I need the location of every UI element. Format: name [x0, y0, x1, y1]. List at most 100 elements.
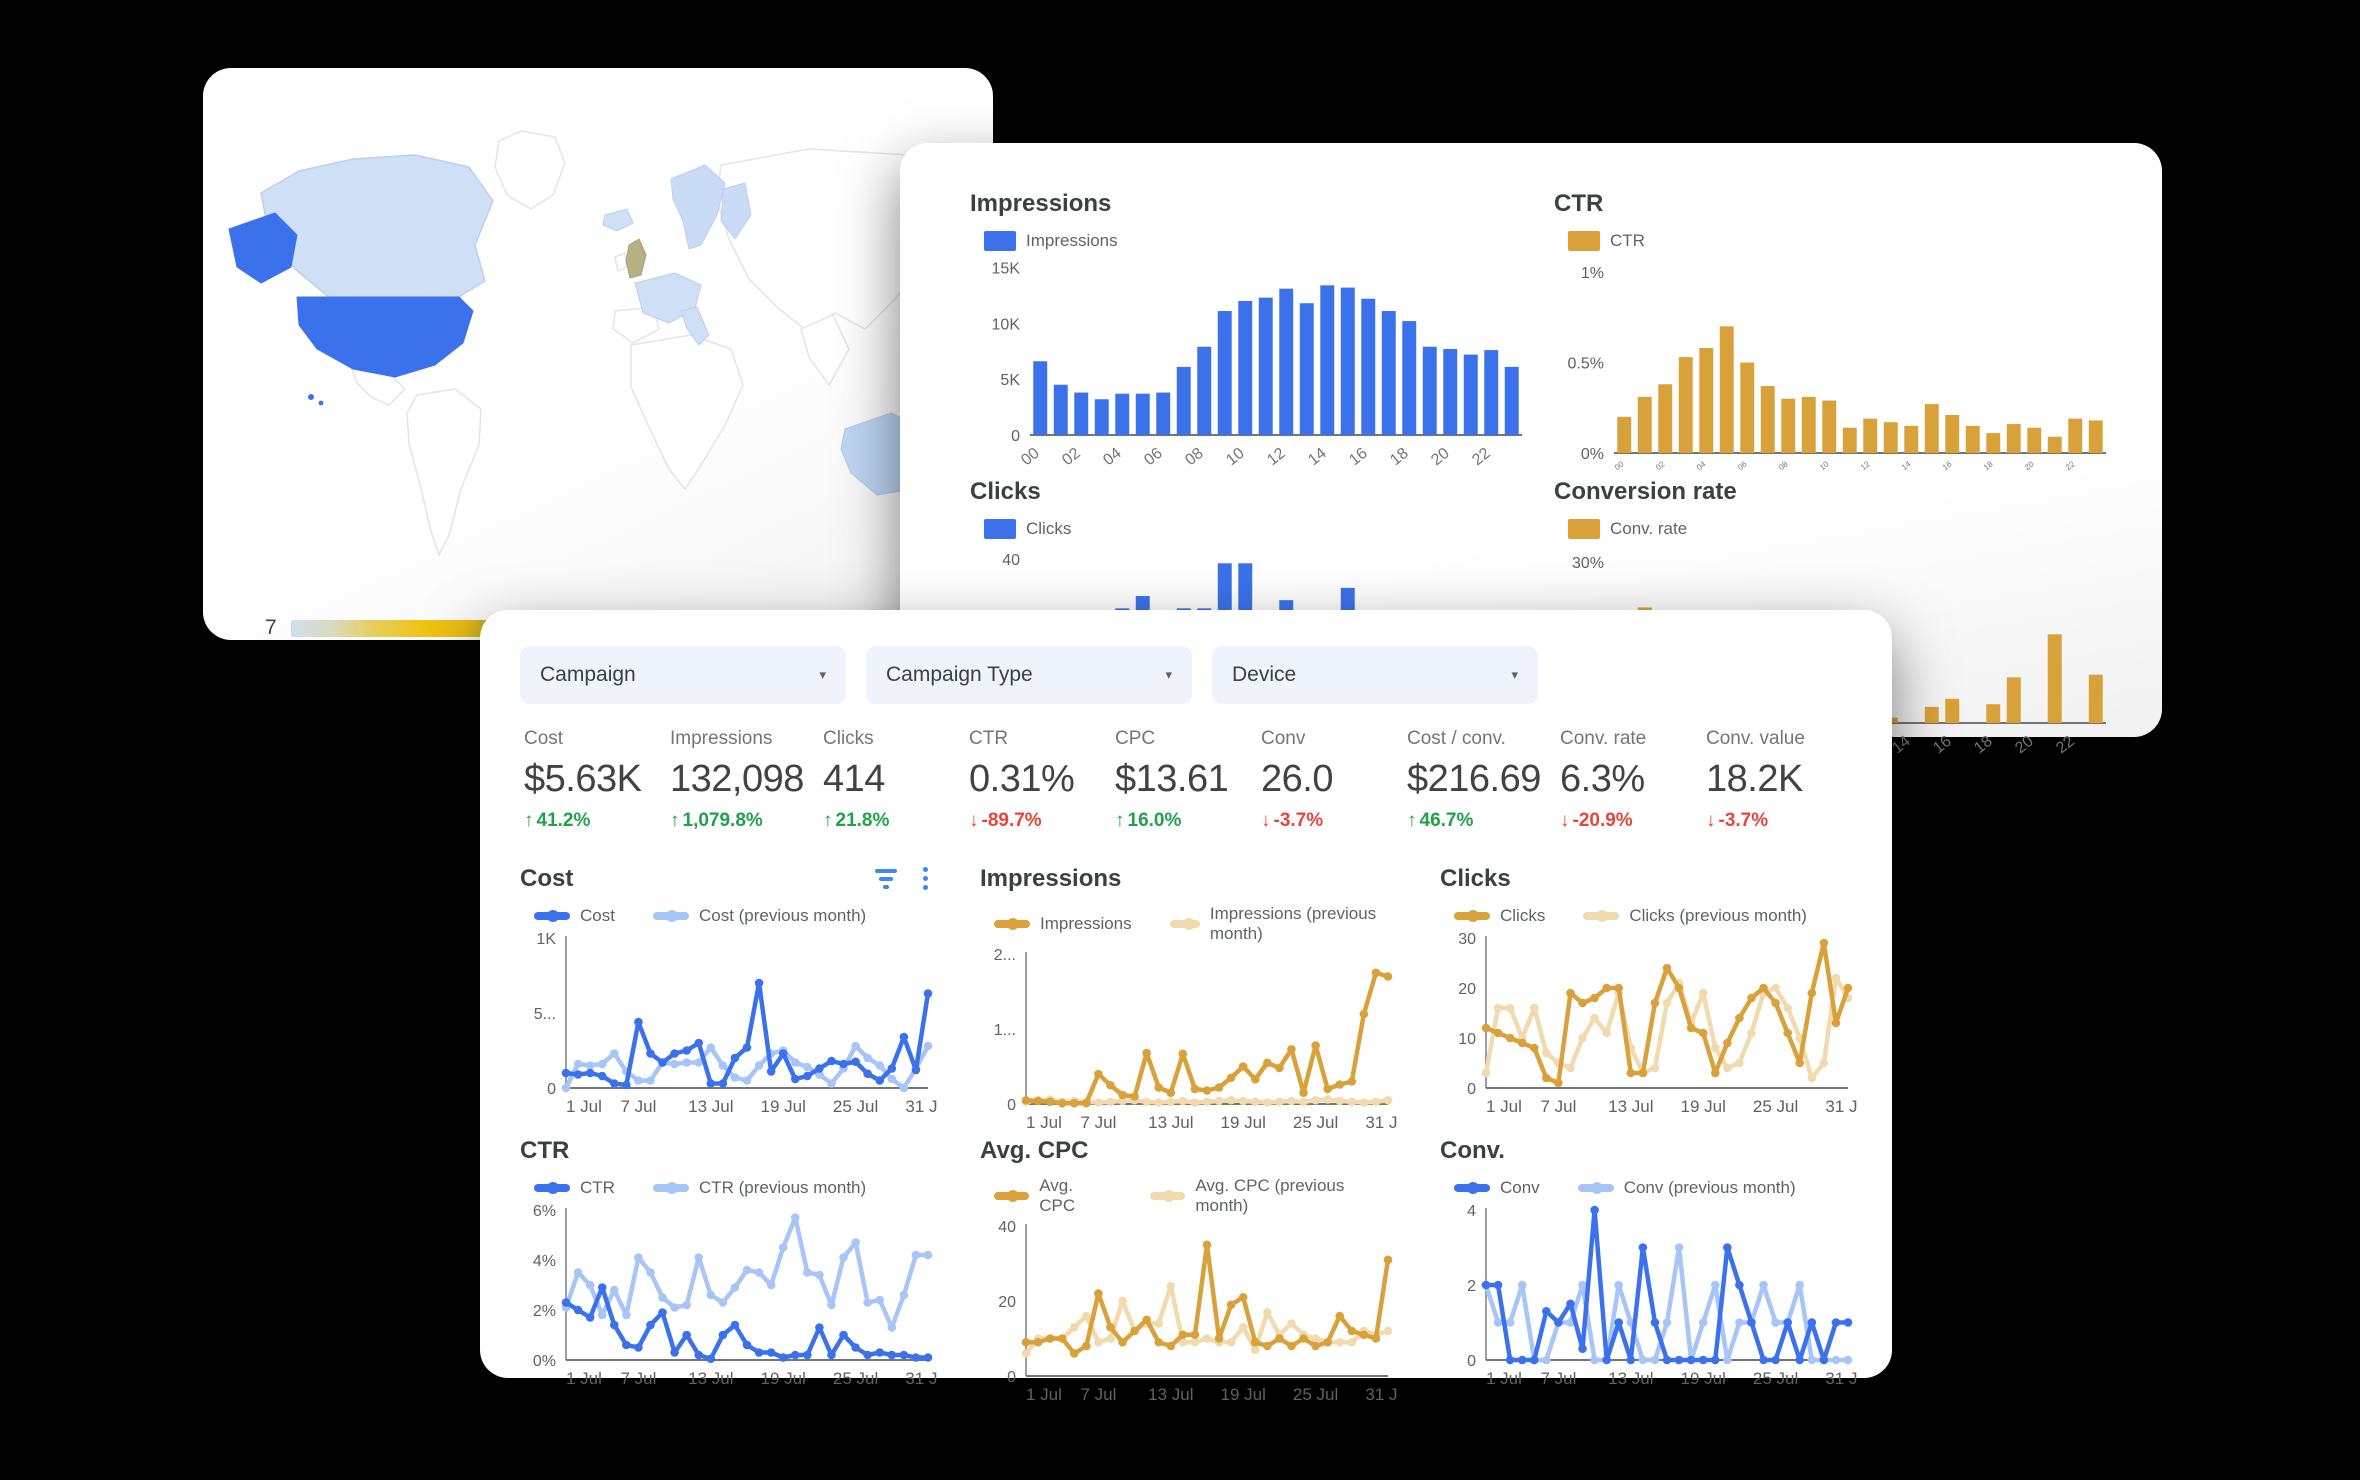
country-uk [625, 238, 647, 279]
svg-text:0.5%: 0.5% [1568, 356, 1604, 373]
svg-text:30: 30 [1458, 931, 1476, 948]
legend-item: Clicks (previous month) [1583, 906, 1807, 926]
chart-legend: Impressions Impressions (previous month) [994, 904, 1398, 944]
scorecard-value: 18.2K [1706, 757, 1803, 800]
svg-text:13 Jul: 13 Jul [688, 1097, 733, 1116]
chart-plot[interactable]: 0 20 40 1 Jul 7 Jul 13 Jul 19 Jul 25 Jul 31 Jul [980, 1218, 1410, 1406]
svg-text:18: 18 [1982, 459, 1995, 472]
svg-text:5...: 5... [534, 1006, 556, 1023]
svg-text:25 Jul: 25 Jul [1753, 1097, 1798, 1116]
arrow-up-icon: ↑ [1407, 809, 1417, 831]
chevron-down-icon: ▾ [819, 667, 826, 682]
country-greenland [494, 130, 566, 210]
chart-plot[interactable]: 0 2 4 1 Jul 7 Jul 13 Jul 19 Jul 25 Jul 31 Jul [1440, 1202, 1871, 1390]
device-filter-dropdown[interactable]: Device ▾ [1212, 646, 1538, 704]
chart-plot[interactable]: 0% 0.5% 1% 00 02 04 06 08 10 12 14 16 18 20 22 [1554, 255, 2116, 481]
svg-text:19 Jul: 19 Jul [1221, 1113, 1266, 1132]
campaign-filter-dropdown[interactable]: Campaign ▾ [520, 646, 846, 704]
svg-text:25 Jul: 25 Jul [833, 1369, 878, 1388]
legend-item: Conv. rate [1568, 519, 1687, 539]
legend-label: Cost (previous month) [698, 905, 867, 925]
country-alaska [228, 212, 298, 284]
chart-title: Clicks [1440, 864, 1511, 892]
legend-item: Avg. CPC (previous month) [1150, 1176, 1398, 1216]
svg-text:06: 06 [1141, 445, 1166, 469]
filter-icon[interactable] [875, 868, 897, 889]
chart-plot[interactable]: 0 5K 10K 15K 00 02 04 06 08 10 12 14 16 18 20 22 [970, 255, 1532, 481]
chart-title: CTR [1554, 190, 1604, 217]
legend-label: Cost [580, 905, 615, 925]
scorecard-delta: ↑ 46.7% [1407, 809, 1474, 831]
legend-label: Impressions [1026, 231, 1118, 250]
svg-text:20: 20 [1458, 981, 1476, 998]
svg-text:10: 10 [1458, 1031, 1476, 1048]
svg-text:10: 10 [1818, 459, 1831, 472]
scorecard-delta: ↑ 1,079.8% [670, 809, 763, 831]
legend-min-value: 7 [265, 616, 277, 639]
svg-text:31 Jul: 31 Jul [1825, 1097, 1858, 1116]
scorecard-value: 6.3% [1560, 757, 1645, 800]
scorecard-delta: ↓ -3.7% [1706, 809, 1769, 831]
arrow-up-icon: ↑ [670, 809, 680, 831]
svg-text:0%: 0% [1581, 446, 1604, 463]
svg-text:40: 40 [1002, 552, 1020, 569]
svg-text:00: 00 [1613, 459, 1626, 472]
svg-text:18: 18 [1971, 733, 1996, 757]
svg-text:0: 0 [1467, 1081, 1476, 1098]
scorecard-delta: ↑ 41.2% [524, 809, 591, 831]
svg-text:08: 08 [1777, 459, 1790, 472]
legend-label: Conv. rate [1610, 519, 1688, 538]
svg-text:1...: 1... [994, 1022, 1016, 1039]
svg-text:2%: 2% [533, 1303, 556, 1320]
legend-swatch [534, 1181, 570, 1194]
arrow-down-icon: ↓ [1560, 809, 1570, 831]
legend-swatch [534, 909, 570, 922]
scorecard-delta: ↓ -3.7% [1261, 809, 1324, 831]
svg-text:0: 0 [547, 1081, 556, 1098]
world-map[interactable] [203, 82, 993, 582]
scorecard: Conv 26.0 ↓ -3.7% [1261, 728, 1407, 832]
chart-title: Clicks [970, 478, 1041, 505]
ctr-trend-chart: CTR CTR CTR (previous month) 0% 2% 4% 6% 1 Ju… [520, 1134, 951, 1406]
scorecard-delta: ↑ 21.8% [823, 809, 890, 831]
chart-plot[interactable]: 0% 2% 4% 6% 1 Jul 7 Jul 13 Jul 19 Jul 25 Jul 31 J… [520, 1202, 951, 1390]
trend-charts-grid: Cost Cost Cost (previous month) 0 5... 1K 1 … [480, 832, 1892, 1406]
campaign-type-filter-dropdown[interactable]: Campaign Type ▾ [866, 646, 1192, 704]
legend-label: Avg. CPC (previous month) [1195, 1175, 1345, 1215]
svg-text:19 Jul: 19 Jul [761, 1097, 806, 1116]
svg-text:08: 08 [1182, 445, 1207, 469]
scorecard-value: $5.63K [524, 757, 642, 800]
scorecard-value: 0.31% [969, 757, 1075, 800]
hawaii-dot [318, 400, 324, 406]
scorecard-label: Conv [1261, 728, 1306, 749]
svg-text:31 Jul: 31 Jul [905, 1097, 938, 1116]
legend-swatch [1568, 231, 1600, 251]
legend-item: Impressions [984, 231, 1118, 251]
country-ireland [614, 252, 628, 272]
legend-label: Clicks [1026, 519, 1072, 538]
legend-swatch [994, 1189, 1030, 1202]
more-options-icon[interactable] [923, 867, 928, 891]
svg-text:04: 04 [1695, 459, 1708, 472]
chevron-down-icon: ▾ [1165, 667, 1172, 682]
chart-plot[interactable]: 0 1... 2... 1 Jul 7 Jul 13 Jul 19 Jul 25 Jul 31 … [980, 946, 1411, 1134]
svg-text:4%: 4% [533, 1253, 556, 1270]
svg-text:20: 20 [2012, 733, 2037, 757]
scorecard-value: 414 [823, 757, 885, 800]
svg-text:7 Jul: 7 Jul [1540, 1097, 1576, 1116]
chart-legend: Avg. CPC Avg. CPC (previous month) [994, 1176, 1398, 1216]
arrow-down-icon: ↓ [1261, 809, 1271, 831]
scorecard-delta: ↓ -89.7% [969, 809, 1042, 831]
chart-legend: Conv. rate [1568, 517, 2116, 541]
svg-text:15K: 15K [992, 260, 1021, 277]
clicks-trend-chart: Clicks Clicks Clicks (previous month) 0 10… [1440, 862, 1871, 1134]
avg-cpc-trend-chart: Avg. CPC Avg. CPC Avg. CPC (previous mont… [980, 1134, 1411, 1406]
scorecard-label: Cost [524, 728, 564, 749]
scorecard: Conv. value 18.2K ↓ -3.7% [1706, 728, 1852, 832]
chart-legend: Cost Cost (previous month) [534, 904, 938, 928]
legend-label: Conv (previous month) [1623, 1177, 1796, 1197]
chart-plot[interactable]: 0 10 20 30 1 Jul 7 Jul 13 Jul 19 Jul 25 Jul 31 Ju… [1440, 930, 1870, 1118]
svg-text:0: 0 [1011, 428, 1020, 445]
chart-plot[interactable]: 0 5... 1K 1 Jul 7 Jul 13 Jul 19 Jul 25 Jul 31 Ju… [520, 930, 951, 1118]
